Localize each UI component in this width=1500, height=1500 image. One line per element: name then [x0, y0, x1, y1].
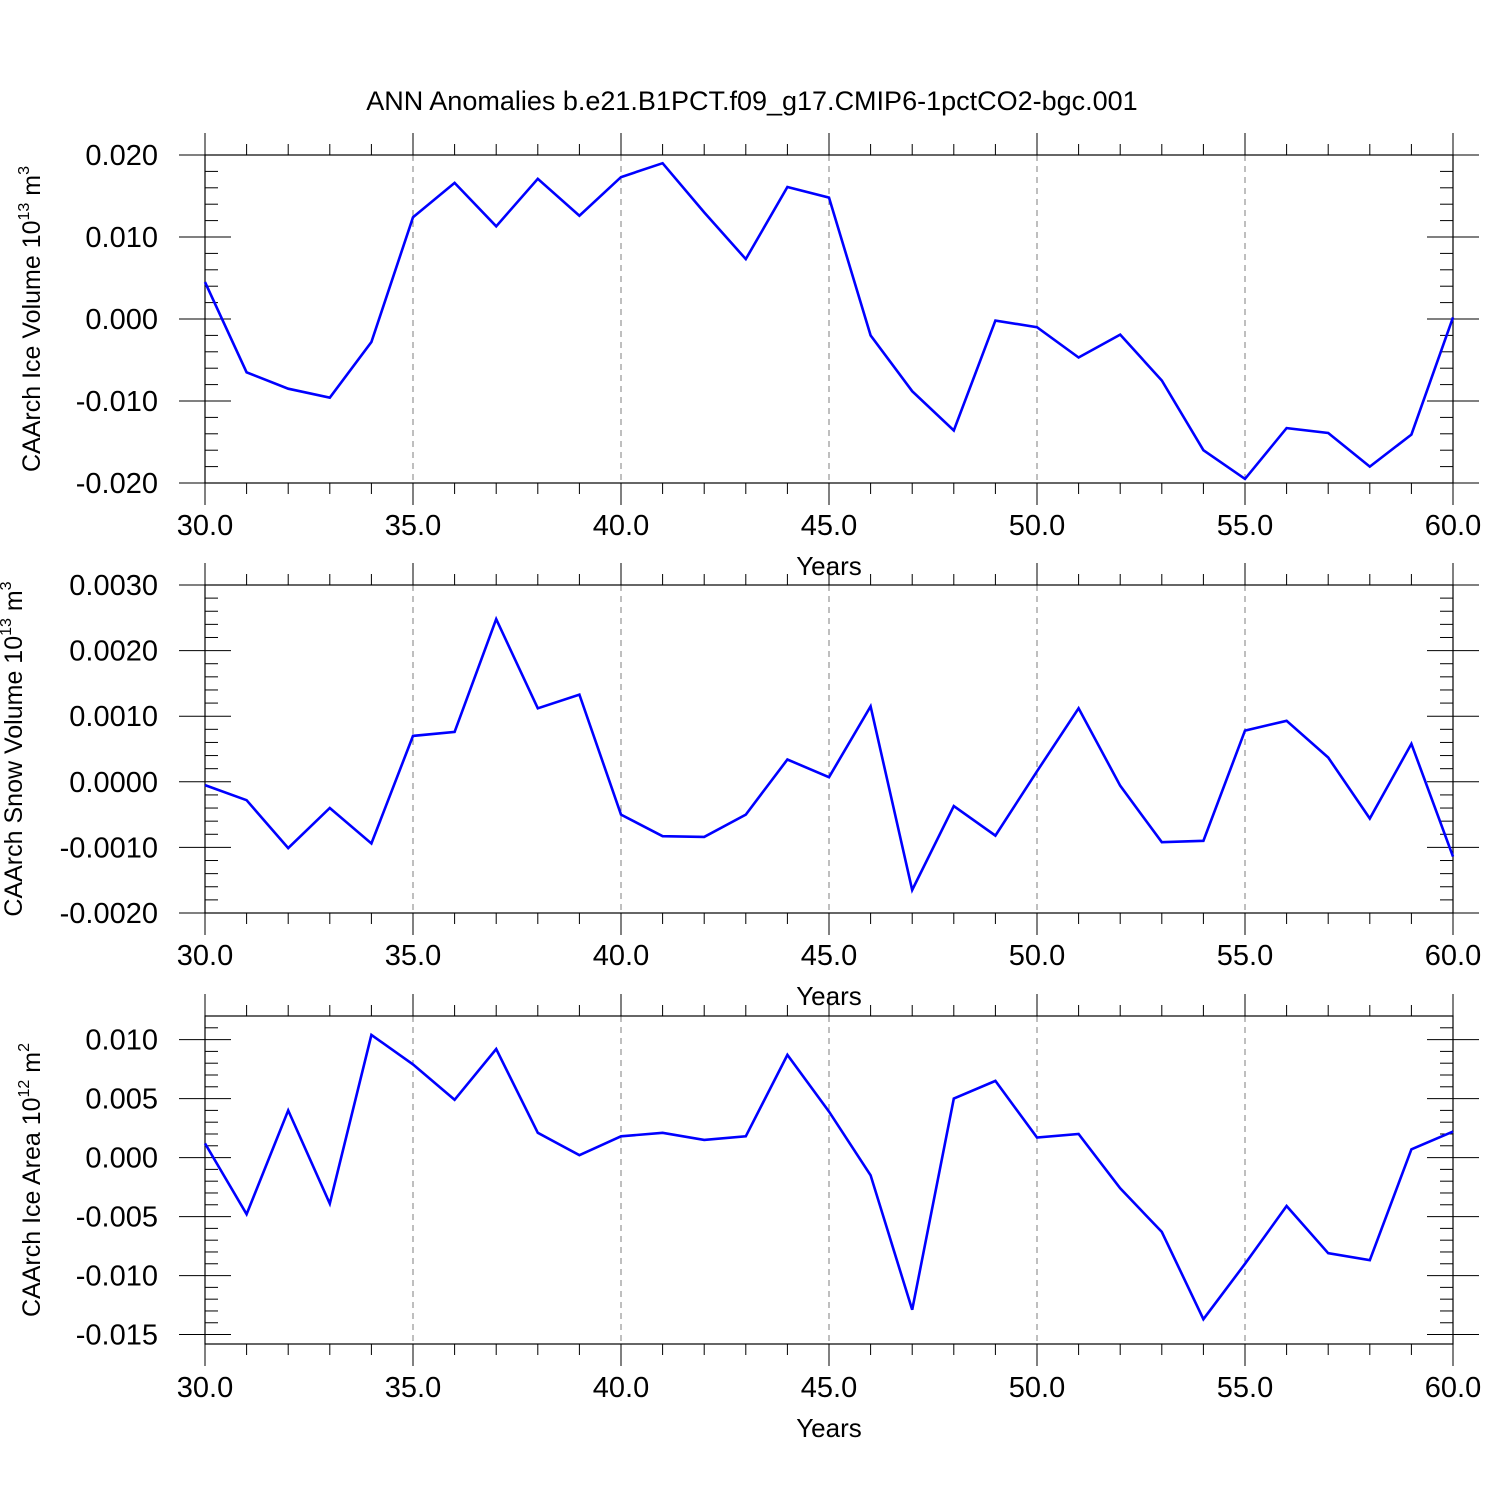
- x-tick-label: 40.0: [593, 940, 649, 972]
- y-tick-label: 0.010: [85, 222, 158, 254]
- y-tick-label: -0.010: [76, 1261, 158, 1293]
- y-tick-label: 0.000: [85, 304, 158, 336]
- x-tick-label: 45.0: [801, 1372, 857, 1404]
- x-tick-label: 55.0: [1217, 510, 1273, 542]
- y-axis-label: CAArch Ice Area 1012 m2: [16, 1043, 46, 1317]
- series-line: [204, 615, 1455, 894]
- y-tick-label: -0.010: [76, 386, 158, 418]
- y-axis-label-unit: m: [18, 175, 46, 203]
- y-tick-label: 0.020: [85, 140, 158, 172]
- y-axis-label: CAArch Ice Volume 1013 m3: [16, 166, 46, 472]
- y-axis-label-exponent: 13: [0, 618, 15, 636]
- panels: 30.0 35.0 40.0 45.0 50.0 55.0 60.0 Years -0.020 -…: [0, 133, 1481, 1443]
- y-axis-label-main: CAArch Ice Area 10: [18, 1097, 46, 1317]
- y-axis-label: CAArch Snow Volume 1013 m3: [0, 581, 28, 916]
- y-tick-label: 0.0030: [69, 570, 158, 602]
- y-tick-label: 0.0020: [69, 636, 158, 668]
- x-tick-label: 45.0: [801, 510, 857, 542]
- y-tick-label: -0.005: [76, 1202, 158, 1234]
- y-tick-label: 0.010: [85, 1025, 158, 1057]
- x-tick-label: 35.0: [385, 510, 441, 542]
- y-axis-label-exponent: 13: [16, 203, 33, 221]
- y-tick-label: -0.0010: [60, 832, 158, 864]
- panel-2: 30.0 35.0 40.0 45.0 50.0 55.0 60.0Years-0.0020…: [0, 563, 1481, 1011]
- series-line: [203, 1032, 1454, 1322]
- x-tick-label: 50.0: [1009, 1372, 1065, 1404]
- figure-title: ANN Anomalies b.e21.B1PCT.f09_g17.CMIP6-…: [366, 86, 1137, 116]
- y-axis-label-main: CAArch Snow Volume 10: [0, 636, 28, 917]
- x-tick-label: 30.0: [177, 940, 233, 972]
- y-tick-label: 0.0000: [69, 767, 158, 799]
- y-axis-label-unit-exponent: 2: [16, 1043, 33, 1052]
- panel-3: 30.0 35.0 40.0 45.0 50.0 55.0 60.0 Years -0.015 -…: [16, 994, 1481, 1443]
- y-tick-label: 0.0010: [69, 701, 158, 733]
- y-tick-label: 0.000: [85, 1143, 158, 1175]
- y-axis-label-unit-exponent: 3: [0, 581, 15, 590]
- y-axis-label-unit-exponent: 3: [16, 166, 33, 175]
- x-tick-label: 40.0: [593, 1372, 649, 1404]
- y-axis-label-unit: m: [0, 590, 28, 618]
- x-tick-label: 35.0: [385, 1372, 441, 1404]
- x-axis-label: Years: [796, 1413, 862, 1443]
- x-tick-label: 35.0: [385, 940, 441, 972]
- y-axis-label-unit: m: [18, 1052, 46, 1080]
- panel-1: 30.0 35.0 40.0 45.0 50.0 55.0 60.0Years-0.020-…: [16, 133, 1481, 581]
- x-tick-label: 30.0: [177, 510, 233, 542]
- y-axis-label-exponent: 12: [16, 1080, 33, 1098]
- x-tick-label: 60.0: [1425, 940, 1481, 972]
- x-tick-label: 40.0: [593, 510, 649, 542]
- x-tick-label: 60.0: [1425, 1372, 1481, 1404]
- series-line: [203, 161, 1455, 481]
- x-tick-label: 50.0: [1009, 510, 1065, 542]
- x-tick-label: 55.0: [1217, 1372, 1273, 1404]
- x-tick-label: 30.0: [177, 1372, 233, 1404]
- x-tick-label: 60.0: [1425, 510, 1481, 542]
- y-tick-label: -0.020: [76, 468, 158, 500]
- y-tick-label: 0.005: [85, 1084, 158, 1116]
- x-tick-label: 50.0: [1009, 940, 1065, 972]
- y-tick-label: -0.015: [76, 1320, 158, 1352]
- x-tick-label: 55.0: [1217, 940, 1273, 972]
- y-tick-label: -0.0020: [60, 898, 158, 930]
- x-tick-label: 45.0: [801, 940, 857, 972]
- y-axis-label-main: CAArch Ice Volume 10: [18, 220, 46, 472]
